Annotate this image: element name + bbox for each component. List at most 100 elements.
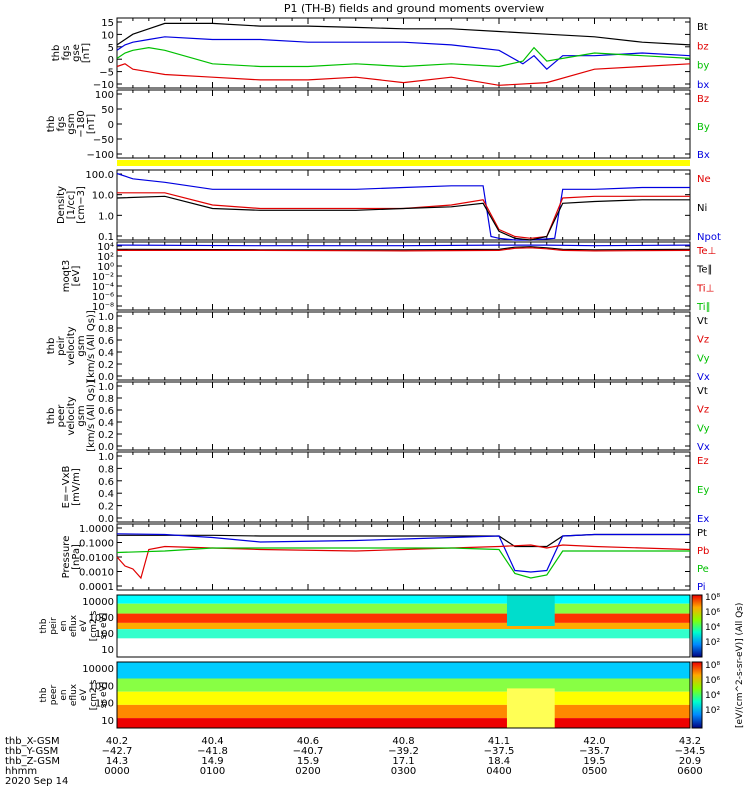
y-tick-label: 10000 (82, 597, 114, 608)
y-axis-label-line: peir (49, 617, 59, 635)
series-line (116, 195, 690, 241)
x-tick-label: 0600 (677, 766, 702, 777)
y-axis-label-line: eV (79, 688, 89, 701)
y-axis-label-line: sr eV] (99, 613, 109, 639)
legend-item: Pb (697, 546, 709, 557)
y-tick-label: 0.6 (98, 336, 114, 347)
x-tick-label: 0000 (104, 766, 129, 777)
legend-item: Ey (697, 485, 709, 496)
legend-item: Ne (697, 174, 711, 185)
y-axis-label-line: [km/s (All Qs)] (86, 380, 97, 452)
colorbar-tick-label: 10⁶ (705, 676, 720, 686)
colorbar-bottom (691, 661, 703, 729)
y-axis-label: E=−VxB [mV/m] (61, 466, 82, 509)
y-tick-label: 0.1000 (79, 539, 114, 550)
colorbar: 10⁸ 10⁸ 10⁶ 10⁶ 10⁴ 10⁴ 10² 10² [eV/(cm^2-s-sr-e… (691, 593, 745, 729)
legend-item: Vt (697, 386, 708, 397)
legend-item: bx (697, 80, 709, 91)
series-line (116, 544, 691, 580)
colorbar-top (691, 594, 703, 658)
x-tick-label: 41.1 (488, 736, 510, 747)
y-tick-label: 1.0 (98, 312, 114, 323)
spectrogram-band (117, 595, 690, 604)
x-tick-label: 19.5 (583, 756, 605, 767)
x-tick-label: 40.8 (392, 736, 414, 747)
x-tick-label: −41.8 (197, 746, 228, 757)
legend-item: Te∥ (696, 265, 713, 276)
y-axis-label-line: [mV/m] (71, 468, 82, 506)
y-tick-label: 10⁻⁸ (92, 302, 114, 313)
y-axis-label-line: peer (56, 404, 67, 428)
y-axis-label-line: sr eV] (99, 682, 109, 708)
y-tick-label: 10⁴ (97, 242, 114, 253)
spectrogram-gap (506, 595, 555, 626)
x-tick-label: −39.2 (388, 746, 419, 757)
x-axis-labels: thb_X-GSM 40.2 40.4 40.6 40.8 41.1 42.0 43.2 thb… (5, 736, 705, 787)
legend-item: Vx (697, 442, 710, 453)
panel-2: 100 50 0 −50 −100 thb fgs gsm −180 [nT] Bz By Bx (46, 89, 710, 161)
x-tick-label: 14.3 (106, 756, 128, 767)
series-line (116, 547, 690, 579)
panel-frame (116, 169, 691, 241)
y-tick-label: −5 (99, 68, 114, 79)
y-axis-label: thb peir en eflux eV [cm2 s sr eV] (39, 610, 109, 641)
y-tick-label: 10 (101, 645, 114, 656)
y-axis-label: thb peer velocity gsm [km/s (All Qs)] (46, 380, 97, 452)
x-tick-label: −35.7 (579, 746, 610, 757)
x-row-label: thb_X-GSM (5, 736, 60, 747)
x-tick-label: 0300 (391, 766, 416, 777)
y-axis-label: Pressure [nPa] (61, 536, 82, 579)
legend-item: Vz (697, 405, 709, 416)
x-tick-label: −42.7 (102, 746, 133, 757)
panel-3: 100.0 10.0 1.0 0.1 Density [1/cc] [cm−3] Ne Ni Np… (56, 169, 721, 243)
y-tick-label: 0.0001 (79, 582, 114, 593)
y-axis-label: thb peer en eflux eV [cm2 s sr eV] (39, 679, 109, 710)
panel-8: 1.0000 0.1000 0.0100 0.0010 0.0001 Pressure [n… (61, 523, 709, 593)
y-tick-label: 10⁻⁶ (92, 292, 114, 303)
y-tick-label: 0.0 (98, 372, 114, 383)
y-tick-label: 0.8 (98, 324, 114, 335)
y-axis-label-line: peir (56, 335, 67, 355)
series-line (116, 36, 691, 71)
y-axis-label: Density [1/cc] [cm−3] (56, 186, 87, 224)
y-axis-label-line: Pressure (61, 536, 72, 579)
y-axis-label-line: gsm (66, 113, 77, 134)
legend-item: Ez (697, 456, 709, 467)
panel-frame (116, 89, 691, 159)
legend-item: Pi (697, 582, 706, 593)
y-tick-label: 0 (108, 120, 114, 131)
y-tick-label: 0 (108, 55, 114, 66)
spectrogram-gap (506, 688, 555, 728)
y-axis-label-line: E=−VxB (61, 466, 72, 509)
y-axis-label-line: [cm−3] (76, 186, 87, 224)
x-tick-label: 40.6 (297, 736, 319, 747)
series-line (116, 172, 690, 241)
y-tick-label: 10.0 (92, 191, 114, 202)
y-tick-label: 1.0000 (79, 524, 114, 535)
spectrogram-band (117, 662, 690, 679)
x-tick-label: 17.1 (392, 756, 414, 767)
panel-frame (116, 381, 691, 451)
panel-frame (116, 451, 691, 523)
y-axis-label-line: eflux (69, 683, 79, 706)
y-axis-label-line: [nPa] (71, 544, 82, 570)
y-tick-label: 0.4 (98, 348, 114, 359)
spectrogram-band (117, 678, 690, 692)
legend-item: bz (697, 41, 709, 52)
y-tick-label: 10000 (82, 664, 114, 675)
y-tick-label: 0.6 (98, 477, 114, 488)
series-line (116, 246, 691, 251)
colorbar-tick-label: 10⁴ (705, 623, 720, 633)
legend-item: Npot (697, 232, 721, 243)
y-tick-label: 10² (97, 252, 114, 263)
y-axis-label-line: thb (46, 338, 57, 355)
x-tick-label: 40.2 (106, 736, 128, 747)
y-axis-label-line: eflux (69, 614, 79, 637)
y-axis-label-line: thb (46, 116, 57, 133)
series-line (117, 192, 690, 239)
panel-frame (116, 311, 691, 381)
y-axis-label-line: velocity (66, 396, 77, 435)
y-axis-label: thb fgs gse [nT] (51, 43, 92, 63)
